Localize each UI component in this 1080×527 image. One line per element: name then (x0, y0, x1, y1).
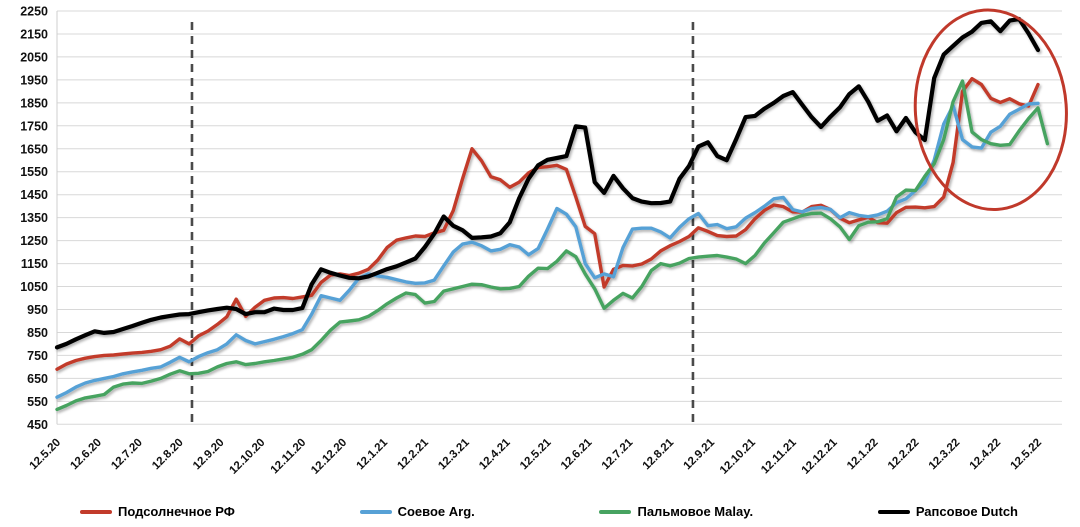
x-tick-label: 12.5.21 (518, 436, 554, 472)
x-tick-label: 12.6.21 (559, 436, 595, 472)
x-tick-label: 12.8.21 (641, 436, 677, 472)
x-tick-label: 12.5.20 (28, 437, 64, 473)
x-tick-label: 12.2.21 (395, 436, 431, 472)
highlight-ellipse-shape (913, 8, 1068, 212)
x-tick-label: 12.10.21 (718, 436, 759, 477)
y-tick-label: 1850 (20, 96, 48, 110)
legend-label-soy-arg: Соевое Arg. (397, 504, 475, 519)
y-tick-label: 1350 (20, 211, 48, 225)
x-tick-label: 12.5.22 (1009, 437, 1045, 473)
y-tick-label: 1950 (20, 73, 48, 87)
legend-label-rapeseed-dutch: Рапсовое Dutch (915, 504, 1018, 519)
x-tick-label: 12.3.21 (436, 436, 472, 472)
legend-item-soy-arg: Соевое Arg. (359, 504, 475, 519)
gridlines (56, 10, 1062, 425)
highlight-ellipse (913, 8, 1068, 212)
legend: Подсолнечное РФ Соевое Arg. Пальмовое Ma… (0, 504, 1080, 519)
y-tick-label: 1250 (20, 234, 48, 248)
x-tick-label: 12.12.20 (309, 437, 349, 477)
x-tick-label: 12.7.20 (109, 437, 145, 473)
y-tick-label: 1450 (20, 188, 48, 202)
y-tick-label: 550 (27, 395, 48, 409)
y-tick-label: 1650 (20, 142, 48, 156)
soy-line-swatch (359, 509, 392, 514)
x-tick-label: 12.2.22 (886, 437, 922, 473)
dashed-event-lines (190, 22, 695, 425)
y-tick-label: 2250 (20, 5, 48, 19)
rapeseed-line-swatch (877, 509, 910, 514)
legend-item-rapeseed-dutch: Рапсовое Dutch (877, 504, 1018, 519)
series-line-rapeseed-dutch (54, 16, 1041, 350)
y-tick-label: 450 (27, 418, 48, 432)
x-tick-label: 12.1.22 (845, 437, 881, 473)
x-tick-label: 12.9.21 (682, 436, 718, 472)
x-tick-label: 12.9.20 (191, 437, 227, 473)
x-tick-label: 12.7.21 (600, 436, 636, 472)
y-tick-label: 650 (27, 372, 48, 386)
legend-label-sunflower-rf: Подсолнечное РФ (118, 504, 235, 519)
x-tick-label: 12.3.22 (927, 437, 963, 473)
sunflower-line-swatch (80, 509, 112, 514)
series-lines (54, 16, 1050, 412)
series-line-palm-malay (55, 79, 1050, 412)
x-tick-label: 12.11.21 (759, 436, 799, 476)
y-tick-label: 950 (27, 303, 48, 317)
y-tick-label: 1150 (21, 257, 48, 271)
x-tick-label: 12.8.20 (150, 437, 186, 473)
legend-item-palm-malay: Пальмовое Malay. (599, 504, 753, 519)
x-tick-label: 12.4.21 (477, 436, 513, 472)
palm-line-swatch (599, 509, 632, 514)
y-axis-labels: 2250 2150 2050 1950 1850 1750 1650 1550 1450 1350… (20, 5, 48, 432)
y-tick-label: 1750 (20, 119, 48, 133)
x-tick-label: 12.6.20 (68, 437, 104, 473)
x-tick-label: 12.1.21 (355, 436, 391, 472)
legend-item-sunflower-rf: Подсолнечное РФ (80, 504, 235, 519)
x-tick-label: 12.11.20 (269, 437, 309, 477)
y-tick-label: 2050 (20, 50, 48, 64)
x-tick-label: 12.10.20 (227, 437, 267, 477)
y-tick-label: 2150 (20, 27, 48, 41)
series-line-soy-arg (55, 101, 1040, 399)
y-tick-label: 850 (27, 326, 48, 340)
x-axis-labels: 12.5.20 12.6.20 12.7.20 12.8.20 12.9.20 12.10… (28, 436, 1045, 477)
y-tick-label: 1550 (20, 165, 48, 179)
x-tick-label: 12.4.22 (968, 437, 1004, 473)
y-tick-label: 1050 (20, 280, 48, 294)
x-tick-label: 12.12.21 (800, 436, 841, 477)
legend-label-palm-malay: Пальмовое Malay. (637, 504, 754, 519)
y-tick-label: 750 (27, 349, 48, 363)
